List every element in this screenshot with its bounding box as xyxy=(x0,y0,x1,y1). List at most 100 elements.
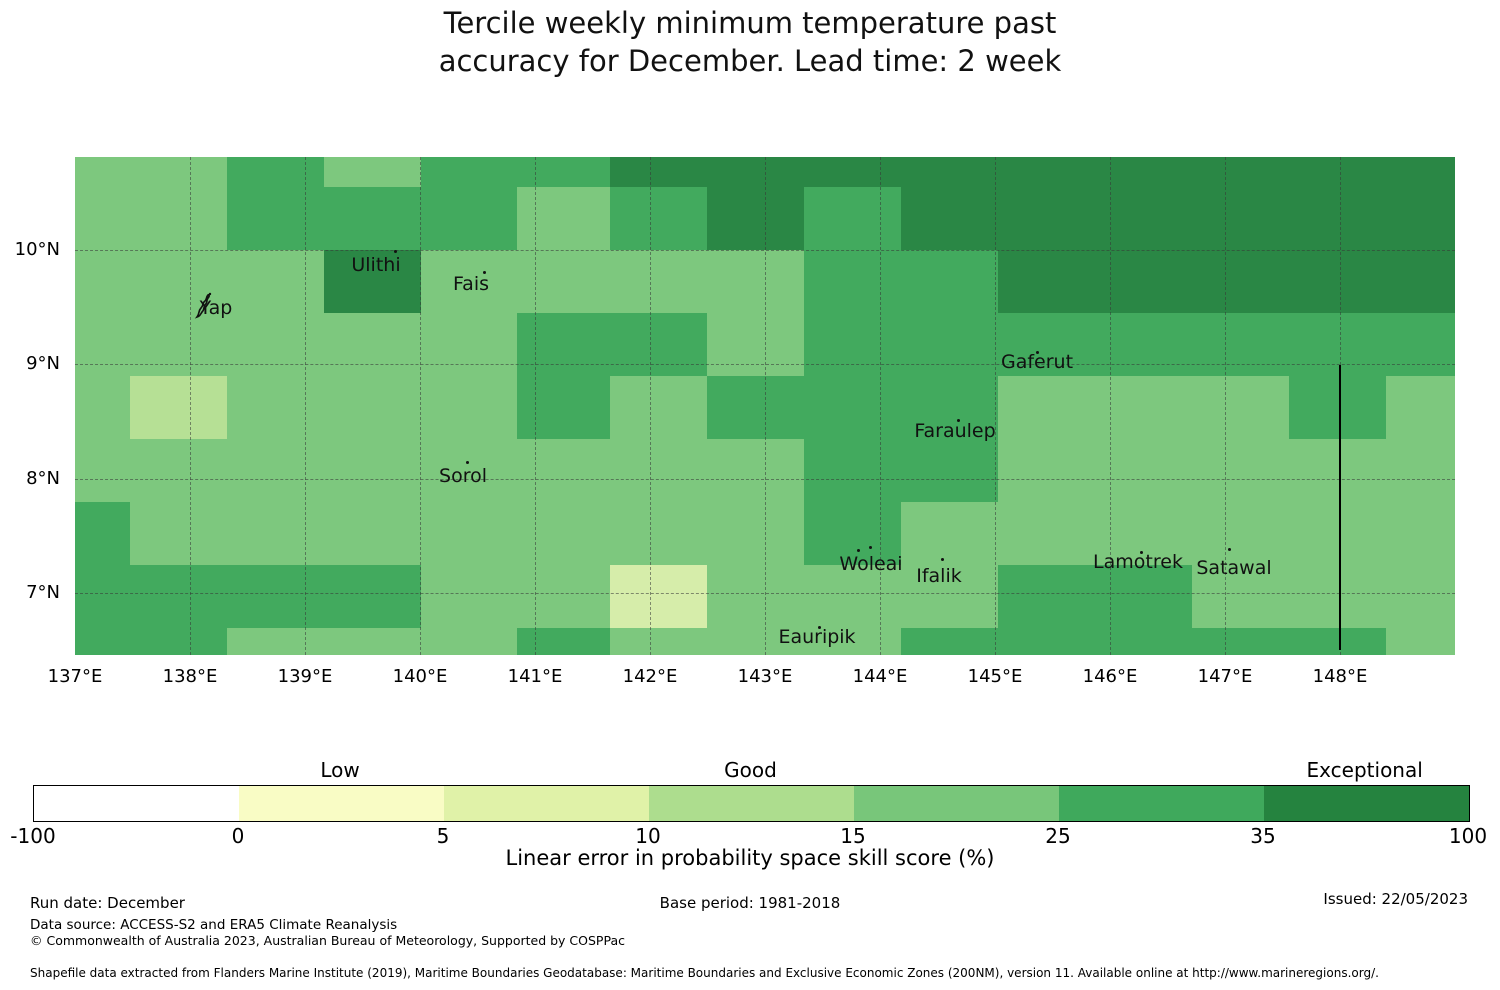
map-cell xyxy=(130,628,227,655)
map-cell xyxy=(998,187,1095,250)
map-cell xyxy=(998,250,1095,313)
island-marker-dot xyxy=(869,546,872,549)
map-cell xyxy=(610,187,707,250)
map-cell xyxy=(517,502,610,565)
map-cell xyxy=(324,628,421,655)
map-cell xyxy=(227,502,324,565)
x-tick-label: 140°E xyxy=(392,666,448,687)
map-cell xyxy=(901,250,998,313)
place-label-ifalik: Ifalik xyxy=(916,565,962,587)
map-cell xyxy=(901,157,998,187)
map-cell xyxy=(804,187,901,250)
map-cell xyxy=(1289,313,1386,376)
x-tick-label: 145°E xyxy=(967,666,1023,687)
place-label-satawal: Satawal xyxy=(1196,557,1272,579)
map-cell xyxy=(517,565,610,628)
map-cell xyxy=(707,439,804,502)
colorbar-segment xyxy=(649,786,854,821)
map-cell xyxy=(707,502,804,565)
map-cell xyxy=(517,313,610,376)
data-source-text: Data source: ACCESS-S2 and ERA5 Climate … xyxy=(30,917,398,933)
map-cell xyxy=(1192,565,1289,628)
chart-title-line1: Tercile weekly minimum temperature past xyxy=(443,6,1057,40)
yap-island-glyph xyxy=(194,292,212,319)
map-cell xyxy=(804,157,901,187)
map-cell xyxy=(1192,157,1289,187)
place-label-gaferut: Gaferut xyxy=(1000,351,1074,373)
map-cell xyxy=(1095,565,1192,628)
map-cell xyxy=(1386,313,1455,376)
colorbar-segment xyxy=(854,786,1059,821)
x-tick-label: 141°E xyxy=(507,666,563,687)
place-label-fais: Fais xyxy=(452,273,490,295)
map-cell xyxy=(1289,439,1386,502)
map-cell xyxy=(75,157,130,187)
map-cell xyxy=(998,565,1095,628)
colorbar-tick-label: 25 xyxy=(1045,824,1071,848)
copyright-text: © Commonwealth of Australia 2023, Austra… xyxy=(30,933,625,948)
map-cell xyxy=(421,187,517,250)
map-cell xyxy=(707,313,804,376)
island-marker-dot xyxy=(1036,351,1039,354)
map-cell xyxy=(227,439,324,502)
map-cell xyxy=(517,157,610,187)
map-cell xyxy=(707,187,804,250)
map-cell xyxy=(804,628,901,655)
shapefile-note-text: Shapefile data extracted from Flanders M… xyxy=(30,966,1379,980)
map-cell xyxy=(1095,376,1192,439)
place-label-yap: Yap xyxy=(199,297,233,319)
map-cell xyxy=(75,439,130,502)
map-gridline-horizontal xyxy=(75,479,1455,480)
map-gridline-vertical xyxy=(880,157,881,655)
map-cell xyxy=(421,502,517,565)
map-cell xyxy=(610,502,707,565)
map-cell xyxy=(1289,628,1386,655)
map-cell xyxy=(901,313,998,376)
y-tick-label: 9°N xyxy=(26,353,60,374)
map-cell xyxy=(517,628,610,655)
map-cell xyxy=(1192,187,1289,250)
place-label-faraulep: Faraulep xyxy=(914,420,996,442)
colorbar xyxy=(33,785,1470,822)
map-cell xyxy=(1095,439,1192,502)
map-gridline-horizontal xyxy=(75,250,1455,251)
island-marker-dot xyxy=(818,626,821,629)
map-cell xyxy=(610,628,707,655)
place-label-eauripik: Eauripik xyxy=(778,626,856,648)
map-cell xyxy=(227,250,324,313)
map-cell xyxy=(421,439,517,502)
map-cell xyxy=(998,502,1095,565)
place-label-sorol: Sorol xyxy=(439,465,487,487)
map-cell xyxy=(998,313,1095,376)
x-tick-label: 147°E xyxy=(1197,666,1253,687)
map-cell xyxy=(1095,313,1192,376)
map-cell xyxy=(610,439,707,502)
map-cell xyxy=(1289,157,1386,187)
map-cell xyxy=(901,502,998,565)
map-cell xyxy=(1095,187,1192,250)
map-cell xyxy=(901,439,998,502)
x-tick-label: 144°E xyxy=(852,666,908,687)
map-gridline-vertical xyxy=(190,157,191,655)
map-cell xyxy=(1289,376,1386,439)
map-cell xyxy=(804,565,901,628)
map-cell xyxy=(130,376,227,439)
colorbar-segment xyxy=(1059,786,1264,821)
island-marker-dot xyxy=(957,419,960,422)
map-cell xyxy=(1192,313,1289,376)
colorbar-tick-label: 100 xyxy=(1448,824,1488,848)
map-cell xyxy=(1386,250,1455,313)
map-cell xyxy=(1095,250,1192,313)
chart-title-line2: accuracy for December. Lead time: 2 week xyxy=(438,44,1062,78)
map-cell xyxy=(1095,157,1192,187)
map-cell xyxy=(1386,187,1455,250)
map-cell xyxy=(75,565,130,628)
x-tick-label: 139°E xyxy=(277,666,333,687)
map-cell xyxy=(421,565,517,628)
map-cell xyxy=(324,313,421,376)
map-cell xyxy=(1192,628,1289,655)
map-cell xyxy=(1192,376,1289,439)
map-cell xyxy=(804,313,901,376)
map-cell xyxy=(1289,502,1386,565)
map-cell xyxy=(517,376,610,439)
